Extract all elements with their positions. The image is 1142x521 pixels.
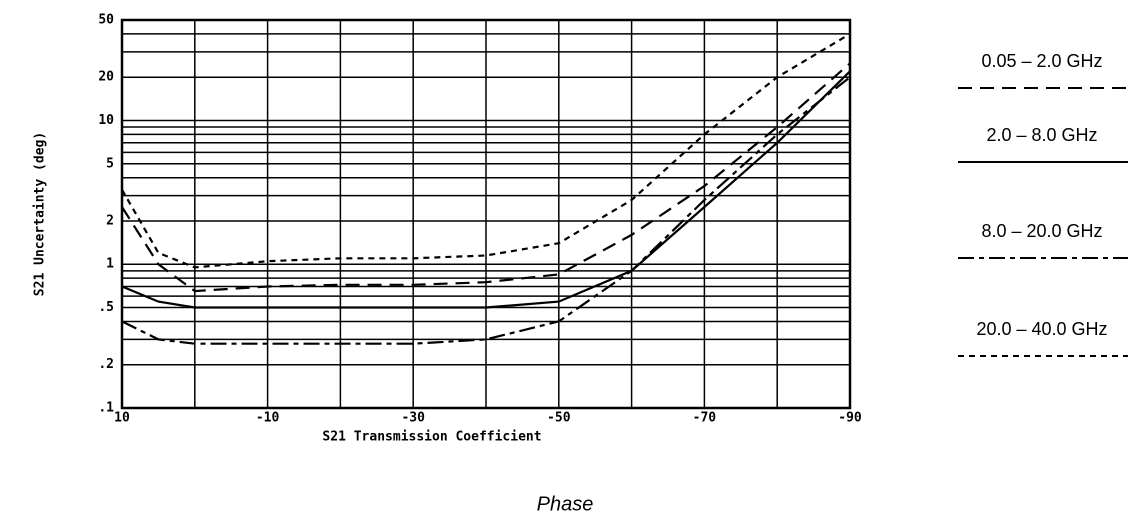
x-tick-label: -10 — [256, 411, 280, 426]
x-tick-label: -70 — [693, 411, 717, 426]
y-tick-label: .2 — [98, 357, 114, 372]
y-axis-label: S21 Uncertainty (deg) — [33, 132, 48, 296]
x-tick-label: -90 — [838, 411, 862, 426]
legend-label: 0.05 – 2.0 GHz — [981, 51, 1102, 71]
y-tick-label: 20 — [98, 70, 114, 85]
x-tick-label: 10 — [114, 411, 130, 426]
legend-label: 2.0 – 8.0 GHz — [986, 125, 1097, 145]
line-series — [121, 70, 851, 309]
line-series — [121, 32, 851, 269]
subtitle: Phase — [537, 493, 594, 515]
line-series — [121, 76, 851, 345]
y-tick-label: 2 — [106, 213, 114, 228]
x-tick-label: -50 — [547, 411, 571, 426]
y-tick-label: 50 — [98, 13, 114, 28]
line-series — [121, 62, 851, 293]
plot-frame — [120, 18, 852, 410]
y-tick-label: .5 — [98, 300, 114, 315]
legend-label: 20.0 – 40.0 GHz — [976, 319, 1107, 339]
legend-label: 8.0 – 20.0 GHz — [981, 221, 1102, 241]
y-tick-label: 10 — [98, 113, 114, 128]
x-tick-label: -30 — [401, 411, 425, 426]
y-tick-label: 1 — [106, 257, 114, 272]
y-tick-label: .1 — [98, 401, 114, 416]
y-tick-label: 5 — [106, 156, 114, 171]
x-axis-label: S21 Transmission Coefficient — [322, 430, 541, 445]
